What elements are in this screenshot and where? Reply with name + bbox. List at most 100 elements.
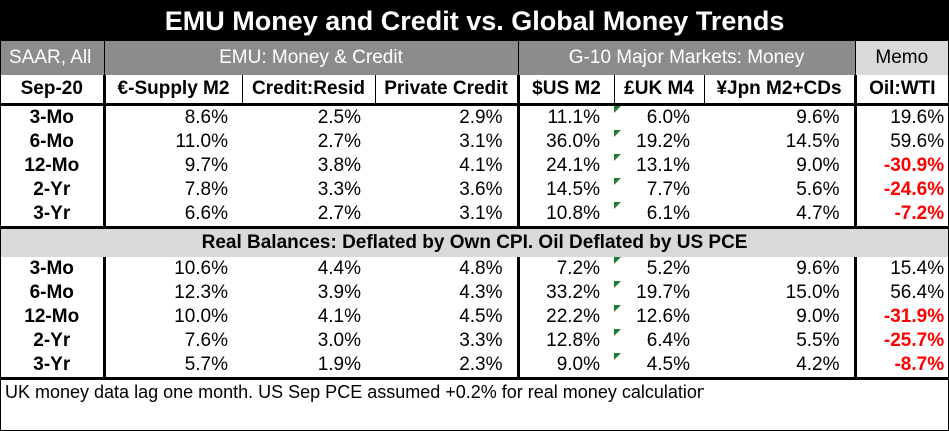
- cell-value: 19.2%: [636, 131, 690, 152]
- table-row: 3-Yr 5.7% 1.9% 2.3% 9.0% 4.5% 4.2% -8.7%: [1, 353, 948, 379]
- table-cell: 19.2%: [614, 130, 704, 154]
- cell-value: 2.5%: [317, 107, 361, 128]
- table-cell: 9.0%: [704, 154, 857, 178]
- table-cell: 12.8%: [518, 329, 614, 353]
- column-header: Private Credit: [375, 75, 520, 106]
- cell-value: 36.0%: [546, 131, 600, 152]
- table-cell: 14.5%: [518, 178, 614, 202]
- cell-value: 5.5%: [796, 330, 840, 351]
- table-cell: 10.8%: [518, 202, 614, 228]
- cell-value: -7.2%: [894, 203, 945, 224]
- cell-value: 4.5%: [459, 306, 503, 327]
- g10-group-header: G-10 Major Markets: Money: [518, 41, 856, 75]
- comment-marker-icon: [614, 202, 621, 209]
- table-cell: 56.4%: [855, 281, 948, 305]
- table-cell: 7.2%: [518, 257, 614, 281]
- cell-value: 3.8%: [317, 155, 361, 176]
- table-cell: 4.4%: [242, 257, 375, 281]
- table-cell: 5.2%: [614, 257, 704, 281]
- column-header: Sep-20: [1, 75, 106, 106]
- cell-value: 8.6%: [184, 107, 228, 128]
- cell-value: 7.7%: [646, 179, 690, 200]
- table-cell: 11.1%: [518, 105, 614, 131]
- table-cell: -24.6%: [855, 178, 948, 202]
- cell-value: 22.2%: [546, 306, 600, 327]
- column-header: Credit:Resid: [242, 75, 376, 106]
- cell-value: 3.3%: [459, 330, 503, 351]
- cell-value: 9.0%: [796, 306, 840, 327]
- table-cell: -8.7%: [855, 353, 948, 379]
- table-cell: 6.0%: [614, 105, 704, 131]
- cell-value: 9.7%: [184, 155, 228, 176]
- footnote: UK money data lag one month. US Sep PCE …: [1, 377, 704, 404]
- table-cell: 9.0%: [518, 353, 614, 379]
- emu-group-header: EMU: Money & Credit: [104, 41, 519, 75]
- column-header: £UK M4: [614, 75, 705, 106]
- table-cell: 2.5%: [242, 105, 375, 131]
- table-row: 2-Yr 7.8% 3.3% 3.6% 14.5% 7.7% 5.6% -24.6%: [1, 178, 948, 202]
- cell-value: 14.5%: [546, 179, 600, 200]
- cell-value: 7.2%: [556, 258, 600, 279]
- table-cell: 9.6%: [704, 257, 857, 281]
- cell-value: 3.9%: [317, 282, 361, 303]
- row-label: 3-Mo: [1, 104, 106, 130]
- row-label: 3-Yr: [1, 353, 106, 379]
- table-row: 6-Mo 11.0% 2.7% 3.1% 36.0% 19.2% 14.5% 59.6%: [1, 130, 948, 154]
- cell-value: 12.3%: [174, 282, 228, 303]
- table-cell: 3.0%: [242, 329, 375, 353]
- table-cell: 2.3%: [375, 353, 520, 379]
- table-cell: 36.0%: [518, 130, 614, 154]
- table-cell: 4.5%: [614, 353, 704, 379]
- cell-value: 11.1%: [547, 107, 600, 128]
- cell-value: 33.2%: [546, 282, 600, 303]
- cell-value: 24.1%: [546, 155, 600, 176]
- table-cell: 9.0%: [704, 305, 857, 329]
- table-cell: 7.8%: [104, 178, 242, 202]
- row-label: 2-Yr: [1, 329, 106, 353]
- cell-value: 3.0%: [317, 330, 361, 351]
- cell-value: 7.6%: [184, 330, 228, 351]
- column-header: ¥Jpn M2+CDs: [704, 75, 857, 106]
- table-cell: 19.6%: [855, 105, 948, 131]
- table-cell: 6.6%: [104, 202, 242, 228]
- cell-value: 10.8%: [546, 203, 600, 224]
- comment-marker-icon: [614, 257, 621, 264]
- table-cell: 3.9%: [242, 281, 375, 305]
- table-cell: 2.9%: [375, 104, 520, 130]
- column-header: Oil:WTI: [855, 75, 949, 106]
- cell-value: 3.1%: [459, 203, 503, 224]
- cell-value: 2.7%: [317, 203, 361, 224]
- cell-value: 2.3%: [459, 354, 503, 375]
- table-cell: 10.0%: [104, 305, 242, 329]
- table-cell: 4.8%: [375, 257, 520, 281]
- table-cell: 3.1%: [375, 202, 520, 228]
- table-row: 2-Yr 7.6% 3.0% 3.3% 12.8% 6.4% 5.5% -25.7%: [1, 329, 948, 353]
- row-label: 6-Mo: [1, 130, 106, 154]
- cell-value: 6.6%: [184, 203, 228, 224]
- table-cell: -7.2%: [855, 202, 948, 228]
- table-cell: 14.5%: [704, 130, 857, 154]
- table-cell: -30.9%: [855, 154, 948, 178]
- footnote-spacer: [704, 377, 949, 404]
- table-cell: 4.2%: [704, 353, 857, 379]
- column-header: $US M2: [518, 75, 615, 106]
- table-cell: 4.1%: [242, 305, 375, 329]
- table-row: 12-Mo 9.7% 3.8% 4.1% 24.1% 13.1% 9.0% -30.9%: [1, 154, 948, 178]
- cell-value: 4.3%: [459, 282, 503, 303]
- table-cell: 15.4%: [855, 257, 948, 281]
- cell-value: 1.9%: [317, 354, 361, 375]
- cell-value: 10.0%: [174, 306, 228, 327]
- comment-marker-icon: [614, 154, 621, 161]
- cell-value: 2.7%: [317, 131, 361, 152]
- cell-value: 15.4%: [890, 258, 945, 279]
- cell-value: 3.3%: [317, 179, 361, 200]
- cell-value: 4.1%: [459, 155, 503, 176]
- column-header: €-Supply M2: [104, 75, 243, 106]
- table-cell: 10.6%: [104, 257, 242, 281]
- cell-value: 5.2%: [646, 258, 690, 279]
- comment-marker-icon: [614, 329, 621, 336]
- cell-value: 4.4%: [317, 258, 361, 279]
- table-cell: -25.7%: [855, 329, 948, 353]
- table-cell: 9.6%: [704, 104, 857, 130]
- row-label: 12-Mo: [1, 154, 106, 178]
